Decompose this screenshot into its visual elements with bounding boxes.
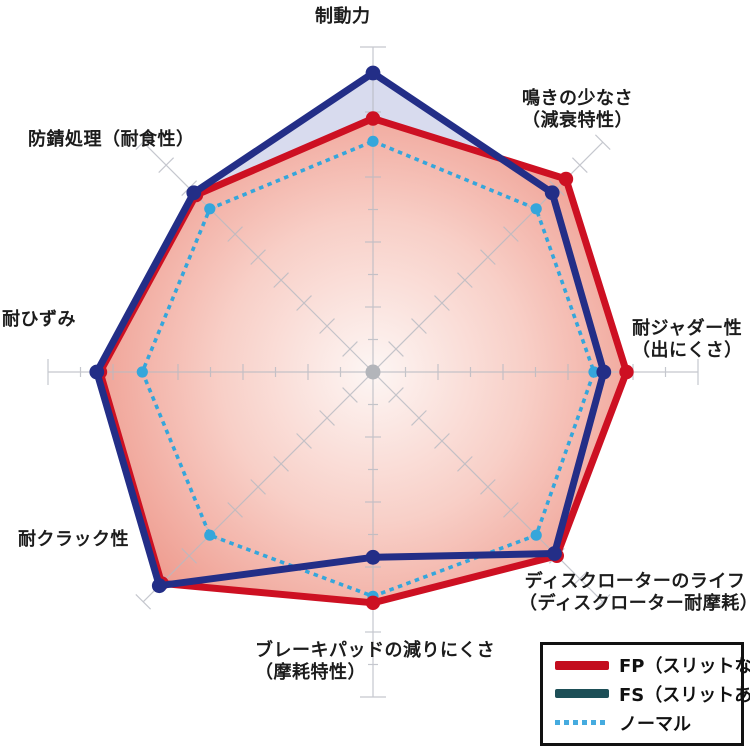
- data-point-marker: [596, 364, 612, 380]
- data-point-marker: [367, 135, 379, 147]
- center-dot: [365, 364, 381, 380]
- axis-label-pad-wear: ブレーキパッドの減りにくさ （摩耗特性）: [255, 640, 495, 684]
- axis-label-crack-resistance: 耐クラック性: [18, 529, 129, 551]
- data-point-marker: [151, 578, 167, 594]
- axis-label-line: 耐ひずみ: [2, 309, 76, 330]
- data-point-marker: [544, 185, 560, 201]
- axis-label-low-squeal: 鳴きの少なさ （減衰特性）: [522, 88, 633, 132]
- axis-label-line: 耐クラック性: [18, 529, 129, 550]
- data-point-marker: [547, 546, 562, 561]
- legend-label: FS（スリットあり）: [619, 684, 750, 706]
- axis-label-line: （出にくさ）: [632, 340, 743, 361]
- data-point-marker: [365, 65, 381, 81]
- legend-item-fp: FP（スリットなし）: [555, 652, 750, 678]
- legend-swatch-fs-line: [555, 689, 609, 699]
- data-point-marker: [619, 364, 634, 380]
- series-fills: [96, 73, 627, 603]
- legend-swatch-normal-dotted-line: [555, 720, 609, 726]
- axis-label-line: （減衰特性）: [522, 110, 633, 131]
- axis-label-line: （ディスクローター耐摩耗）: [519, 593, 750, 614]
- axis-label-line: ディスクローターのライフ: [524, 571, 746, 592]
- legend-box: FP（スリットなし） FS（スリットあり） ノーマル: [540, 642, 750, 746]
- data-point-marker: [530, 203, 542, 215]
- data-point-marker: [558, 171, 574, 187]
- axis-label-rotor-life: ディスクローターのライフ （ディスクローター耐摩耗）: [519, 571, 750, 615]
- data-point-marker: [204, 203, 216, 215]
- data-point-marker: [204, 529, 216, 541]
- axis-label-line: 耐ジャダー性: [632, 318, 743, 339]
- axis-label-rust-proofing: 防錆処理（耐食性）: [28, 129, 195, 151]
- axis-label-distortion-resistance: 耐ひずみ: [2, 309, 76, 331]
- axis-label-line: 防錆処理（耐食性）: [28, 129, 195, 150]
- data-point-marker: [365, 595, 381, 610]
- legend-label: FP（スリットなし）: [619, 656, 750, 678]
- data-point-marker: [530, 529, 542, 541]
- axis-label-line: ブレーキパッドの減りにくさ: [255, 640, 496, 661]
- fp-fill-area: [100, 118, 627, 603]
- axis-label-braking-force: 制動力: [315, 6, 371, 28]
- data-point-marker: [89, 364, 105, 380]
- legend-item-normal: ノーマル: [555, 710, 731, 736]
- legend-swatch-fp-line: [555, 660, 609, 670]
- axis-label-line: 制動力: [315, 6, 371, 27]
- series-fs: [89, 65, 612, 594]
- data-point-marker: [588, 366, 600, 378]
- data-point-marker: [136, 366, 148, 378]
- data-point-marker: [186, 185, 202, 201]
- legend-item-fs: FS（スリットあり）: [555, 681, 750, 707]
- axis-label-judder-resistance: 耐ジャダー性 （出にくさ）: [632, 318, 743, 362]
- data-point-marker: [365, 549, 381, 565]
- legend-label: ノーマル: [619, 713, 691, 735]
- data-point-marker: [365, 111, 381, 126]
- axis-label-line: （摩耗特性）: [255, 662, 366, 683]
- axis-label-line: 鳴きの少なさ: [522, 88, 633, 109]
